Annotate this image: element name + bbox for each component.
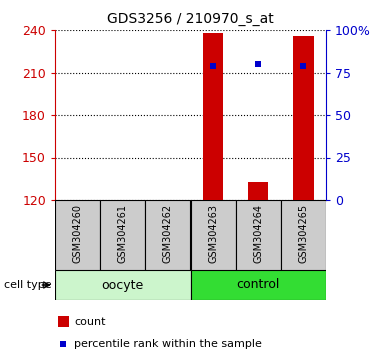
Text: GSM304264: GSM304264: [253, 204, 263, 263]
Text: percentile rank within the sample: percentile rank within the sample: [74, 339, 262, 349]
Bar: [190, 270, 326, 300]
Text: GSM304261: GSM304261: [118, 204, 128, 263]
Bar: [293, 36, 313, 200]
Bar: [55, 200, 100, 270]
Bar: [58, 316, 69, 327]
Bar: [190, 200, 236, 270]
Title: GDS3256 / 210970_s_at: GDS3256 / 210970_s_at: [107, 12, 274, 26]
Text: count: count: [74, 317, 105, 327]
Bar: [236, 200, 281, 270]
Text: GSM304263: GSM304263: [208, 204, 218, 263]
Bar: [55, 270, 190, 300]
Text: GSM304265: GSM304265: [298, 204, 308, 263]
Bar: [248, 182, 268, 200]
Bar: [281, 200, 326, 270]
Text: cell type: cell type: [4, 280, 51, 290]
Bar: [145, 200, 190, 270]
Text: oocyte: oocyte: [102, 279, 144, 291]
Text: GSM304260: GSM304260: [73, 204, 83, 263]
Text: control: control: [237, 279, 280, 291]
Bar: [203, 33, 223, 200]
Bar: [100, 200, 145, 270]
Text: GSM304262: GSM304262: [163, 204, 173, 263]
